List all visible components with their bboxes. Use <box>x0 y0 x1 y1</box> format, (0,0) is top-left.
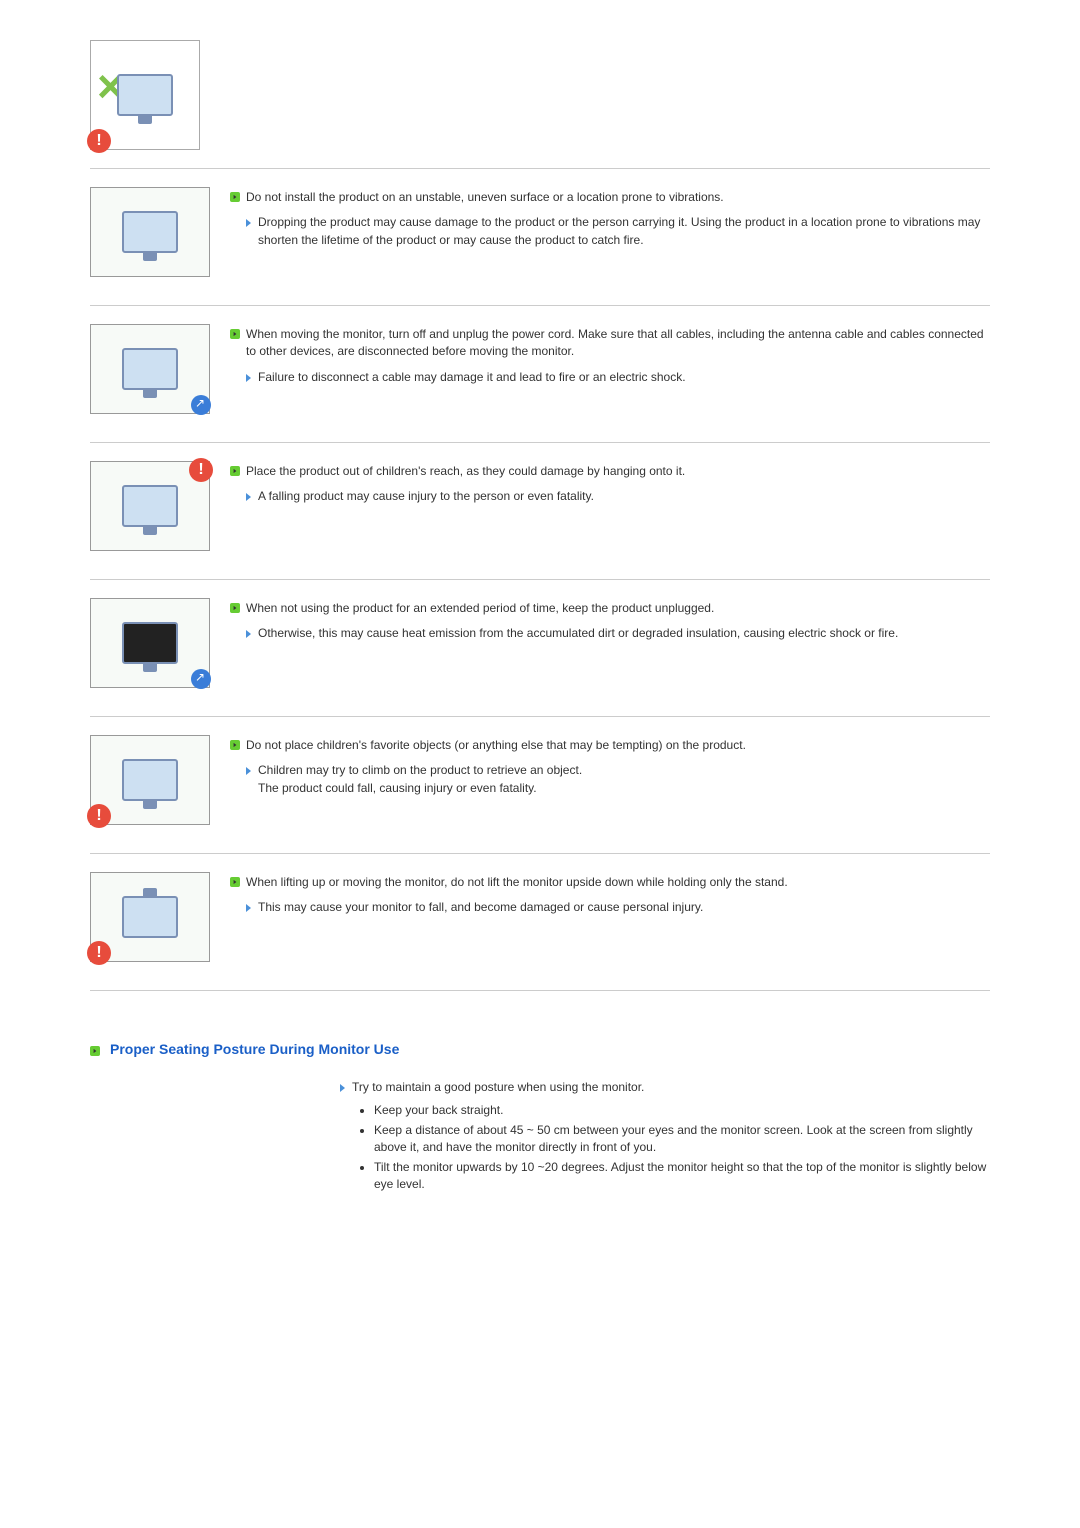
illustration-col <box>90 324 230 414</box>
sub-text: This may cause your monitor to fall, and… <box>258 899 703 916</box>
posture-bullet: Keep a distance of about 45 ~ 50 cm betw… <box>374 1122 990 1157</box>
text-col: When lifting up or moving the monitor, d… <box>230 872 990 923</box>
monitor-icon <box>117 74 173 116</box>
bullet-icon <box>90 1046 100 1056</box>
illustration-lifting-monitor: ! <box>90 872 210 962</box>
arrow-icon <box>246 904 251 912</box>
warning-badge-icon: ! <box>189 458 213 482</box>
main-point: Place the product out of children's reac… <box>230 463 990 480</box>
safety-item: ! Place the product out of children's re… <box>90 455 990 569</box>
illustration-col: ! <box>90 735 230 825</box>
posture-bullet: Keep your back straight. <box>374 1102 990 1119</box>
illustration-unplug-idle <box>90 598 210 688</box>
arrow-icon <box>246 219 251 227</box>
illustration-unstable-surface <box>90 187 210 277</box>
divider <box>90 168 990 169</box>
warning-badge-icon: ! <box>87 129 111 153</box>
main-point: When lifting up or moving the monitor, d… <box>230 874 990 891</box>
sub-text: Dropping the product may cause damage to… <box>258 214 990 249</box>
arrow-icon <box>246 630 251 638</box>
text-col: When moving the monitor, turn off and un… <box>230 324 990 392</box>
monitor-upside-icon <box>122 896 178 938</box>
divider <box>90 716 990 717</box>
safety-item: When not using the product for an extend… <box>90 592 990 706</box>
monitor-icon <box>122 348 178 390</box>
illustration-children-hanging: ! <box>90 461 210 551</box>
sub-point: This may cause your monitor to fall, and… <box>246 899 990 916</box>
main-text: When not using the product for an extend… <box>246 600 714 617</box>
section-heading-row: Proper Seating Posture During Monitor Us… <box>90 1041 990 1057</box>
sub-text: Failure to disconnect a cable may damage… <box>258 369 686 386</box>
bullet-icon <box>230 329 240 339</box>
illustration-col: ! <box>90 461 230 551</box>
sub-point: Failure to disconnect a cable may damage… <box>246 369 990 386</box>
illustration-col <box>90 598 230 688</box>
sub-point: Otherwise, this may cause heat emission … <box>246 625 990 642</box>
arrow-icon <box>340 1084 345 1092</box>
illustration-col <box>90 187 230 277</box>
monitor-icon <box>122 211 178 253</box>
main-point: Do not install the product on an unstabl… <box>230 189 990 206</box>
sub-point: Children may try to climb on the product… <box>246 762 990 797</box>
text-col: When not using the product for an extend… <box>230 598 990 649</box>
safety-item: ! When lifting up or moving the monitor,… <box>90 866 990 980</box>
divider <box>90 579 990 580</box>
bullet-icon <box>230 877 240 887</box>
arrow-icon <box>246 767 251 775</box>
posture-bullet: Tilt the monitor upwards by 10 ~20 degre… <box>374 1159 990 1194</box>
main-text: Do not place children's favorite objects… <box>246 737 746 754</box>
divider <box>90 990 990 991</box>
sub-text: A falling product may cause injury to th… <box>258 488 594 505</box>
illustration-unplug-cables <box>90 324 210 414</box>
posture-intro-row: Try to maintain a good posture when usin… <box>340 1079 990 1096</box>
warning-badge-icon: ! <box>87 804 111 828</box>
monitor-off-icon <box>122 622 178 664</box>
main-point: When moving the monitor, turn off and un… <box>230 326 990 361</box>
top-illustration: × ! <box>90 40 200 150</box>
bullet-icon <box>230 192 240 202</box>
bullet-icon <box>230 740 240 750</box>
safety-item: ! Do not place children's favorite objec… <box>90 729 990 843</box>
text-col: Do not place children's favorite objects… <box>230 735 990 803</box>
section-heading: Proper Seating Posture During Monitor Us… <box>110 1041 399 1057</box>
posture-intro: Try to maintain a good posture when usin… <box>352 1079 644 1096</box>
monitor-icon <box>122 759 178 801</box>
info-badge-icon <box>191 669 211 689</box>
main-text: Do not install the product on an unstabl… <box>246 189 724 206</box>
illustration-children-objects: ! <box>90 735 210 825</box>
sub-point: Dropping the product may cause damage to… <box>246 214 990 249</box>
sub-text: Children may try to climb on the product… <box>258 762 582 797</box>
divider <box>90 442 990 443</box>
arrow-icon <box>246 493 251 501</box>
divider <box>90 853 990 854</box>
safety-item: Do not install the product on an unstabl… <box>90 181 990 295</box>
monitor-icon <box>122 485 178 527</box>
info-badge-icon <box>191 395 211 415</box>
divider <box>90 305 990 306</box>
warning-badge-icon: ! <box>87 941 111 965</box>
main-point: Do not place children's favorite objects… <box>230 737 990 754</box>
main-text: When lifting up or moving the monitor, d… <box>246 874 788 891</box>
safety-item: When moving the monitor, turn off and un… <box>90 318 990 432</box>
posture-list: Keep your back straight. Keep a distance… <box>374 1102 990 1193</box>
bullet-icon <box>230 603 240 613</box>
sub-text: Otherwise, this may cause heat emission … <box>258 625 898 642</box>
main-text: When moving the monitor, turn off and un… <box>246 326 990 361</box>
arrow-icon <box>246 374 251 382</box>
bullet-icon <box>230 466 240 476</box>
main-text: Place the product out of children's reac… <box>246 463 685 480</box>
main-point: When not using the product for an extend… <box>230 600 990 617</box>
posture-block: Try to maintain a good posture when usin… <box>340 1079 990 1193</box>
text-col: Place the product out of children's reac… <box>230 461 990 512</box>
illustration-col: ! <box>90 872 230 962</box>
sub-point: A falling product may cause injury to th… <box>246 488 990 505</box>
safety-section: × ! Do not install the product on an uns… <box>90 40 990 1193</box>
text-col: Do not install the product on an unstabl… <box>230 187 990 255</box>
